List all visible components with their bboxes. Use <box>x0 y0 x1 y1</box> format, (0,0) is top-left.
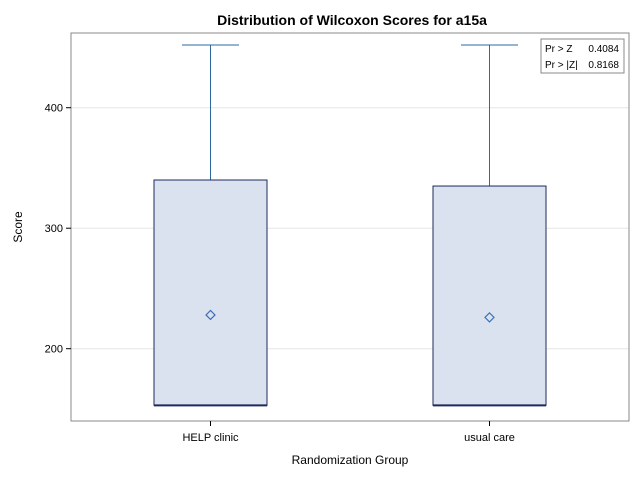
x-tick-label-1: usual care <box>464 432 515 444</box>
mean-marker-0 <box>205 309 216 321</box>
plot-area-frame <box>70 32 630 422</box>
box-series <box>153 44 547 407</box>
y-axis: 200 300 400 <box>45 103 71 356</box>
y-axis-title: Score <box>11 211 25 243</box>
x-axis: HELP clinic usual care <box>182 421 515 444</box>
x-tick-label-0: HELP clinic <box>182 432 239 444</box>
x-axis-title: Randomization Group <box>292 453 409 467</box>
mean-marker-1 <box>484 312 495 323</box>
box-body-1 <box>432 185 547 406</box>
statistics-inset-box <box>540 38 625 74</box>
inset-value-pr-z: 0.4084 <box>588 44 619 55</box>
inset-label-pr-z: Pr > Z <box>545 44 573 55</box>
y-tick-label-400: 400 <box>45 103 63 115</box>
y-tick-label-200: 200 <box>45 344 63 356</box>
inset-value-pr-abs-z: 0.8168 <box>588 60 619 71</box>
chart-title: Distribution of Wilcoxon Scores for a15a <box>217 12 487 28</box>
statistics-inset: Pr > Z 0.4084 Pr > |Z| 0.8168 <box>540 38 625 74</box>
box-body-0 <box>153 179 268 406</box>
y-tick-label-300: 300 <box>45 223 63 235</box>
box-1 <box>432 44 547 407</box>
inset-label-pr-abs-z: Pr > |Z| <box>545 60 578 71</box>
box-0 <box>153 44 268 407</box>
